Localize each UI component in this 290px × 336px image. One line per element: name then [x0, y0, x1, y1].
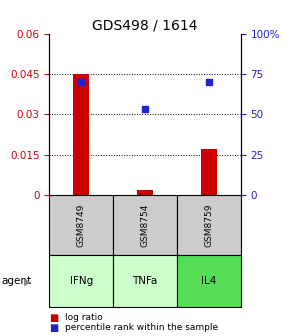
Bar: [73, 74, 89, 195]
Text: IL4: IL4: [201, 277, 217, 286]
Bar: [113, 255, 177, 307]
Point: [206, 79, 211, 85]
Bar: [49, 195, 113, 255]
Bar: [177, 195, 241, 255]
Bar: [113, 195, 177, 255]
Text: ▶: ▶: [24, 277, 31, 286]
Bar: [137, 190, 153, 195]
Text: ■: ■: [49, 323, 59, 333]
Bar: [49, 255, 113, 307]
Title: GDS498 / 1614: GDS498 / 1614: [92, 18, 198, 33]
Text: GSM8749: GSM8749: [77, 203, 86, 247]
Text: percentile rank within the sample: percentile rank within the sample: [65, 323, 218, 332]
Text: IFNg: IFNg: [70, 277, 93, 286]
Bar: [201, 149, 217, 195]
Point: [143, 107, 147, 112]
Text: log ratio: log ratio: [65, 313, 103, 322]
Bar: [177, 255, 241, 307]
Text: ■: ■: [49, 312, 59, 323]
Text: TNFa: TNFa: [132, 277, 158, 286]
Text: GSM8759: GSM8759: [204, 203, 213, 247]
Text: GSM8754: GSM8754: [140, 203, 150, 247]
Point: [79, 79, 84, 85]
Text: agent: agent: [1, 277, 32, 286]
